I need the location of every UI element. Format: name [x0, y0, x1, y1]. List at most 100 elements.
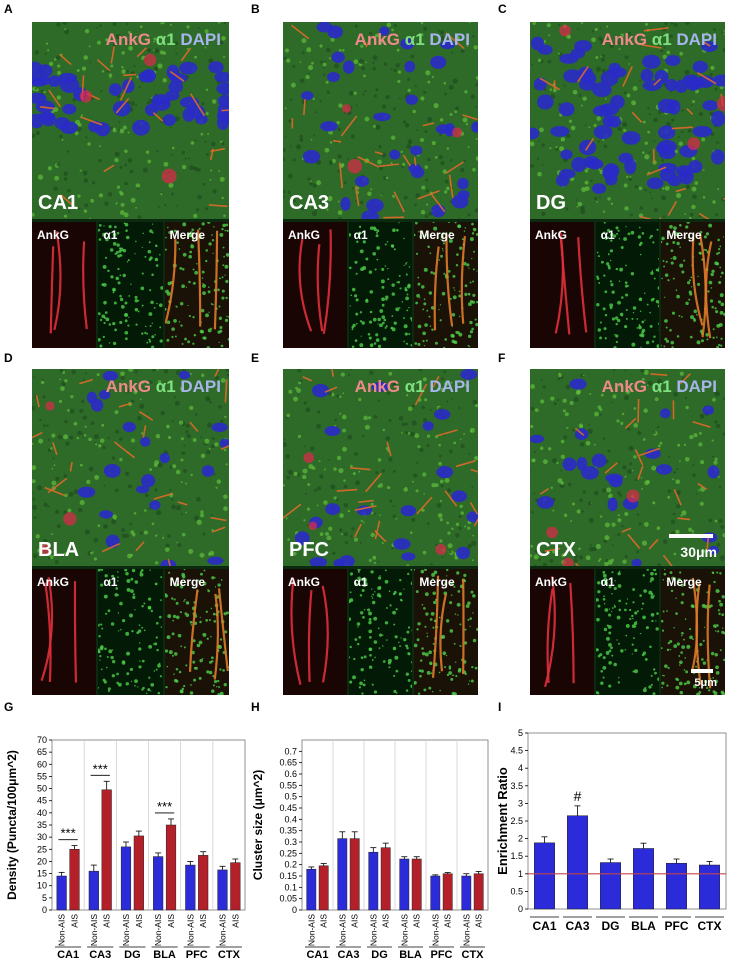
- y-axis-label: Cluster size (μm^2): [251, 770, 265, 880]
- subpanel-ankg: AnkG: [283, 569, 347, 695]
- bar: [567, 815, 588, 910]
- subpanel-merge: Merge: [164, 569, 229, 695]
- stain-a1-label: α1: [400, 30, 425, 49]
- y-tick-label: 0.7: [284, 746, 297, 756]
- y-tick-label: 20: [37, 856, 47, 866]
- bar-label: Non-AIS: [121, 914, 131, 946]
- group-label: CA1: [306, 949, 328, 961]
- category-label: PFC: [665, 919, 689, 933]
- bar-label: Non-AIS: [217, 914, 227, 946]
- y-tick-label: 0.6: [284, 769, 297, 779]
- bar-ais: [101, 789, 112, 911]
- category-label: CTX: [698, 919, 722, 933]
- subpanel-merge-label: Merge: [666, 228, 702, 242]
- bar-non-ais: [430, 875, 441, 911]
- y-tick-label: 0: [518, 904, 523, 914]
- micrograph-dg: AnkG α1 DAPI DG AnkG α1 Merge: [530, 22, 725, 348]
- y-tick-label: 65: [37, 747, 47, 757]
- inset-scale-bar-label: 5μm: [694, 677, 717, 689]
- panel-letter-c: C: [498, 2, 507, 16]
- subpanel-ankg: AnkG: [32, 222, 97, 348]
- y-tick-label: 35: [37, 820, 47, 830]
- stain-ankg-label: AnkG: [105, 377, 152, 396]
- scale-bar-label: 30μm: [680, 544, 717, 560]
- y-axis-label: Enrichment Ratio: [495, 767, 510, 875]
- bar: [666, 862, 687, 910]
- bar-label: AIS: [134, 914, 144, 928]
- stain-dapi-label: DAPI: [175, 30, 221, 49]
- bar-label: Non-AIS: [153, 914, 163, 946]
- bar-non-ais: [120, 846, 132, 911]
- bar-label: AIS: [166, 914, 176, 928]
- bar-ais: [442, 873, 453, 911]
- category-label: BLA: [631, 919, 656, 933]
- y-tick-label: 0: [292, 905, 297, 915]
- y-axis-label: Density (Puncta/100μm^2): [5, 750, 19, 900]
- bar-label: AIS: [443, 914, 453, 928]
- main-image: AnkG α1 DAPI CA1: [32, 22, 229, 220]
- y-tick-label: 0.45: [279, 803, 297, 813]
- bar-ais: [349, 838, 360, 911]
- stain-dapi-label: DAPI: [671, 30, 717, 49]
- y-tick-label: 2.5: [510, 816, 523, 826]
- y-tick-label: 0.15: [279, 871, 297, 881]
- bar-ais: [69, 849, 80, 911]
- bar-ais: [230, 862, 241, 911]
- subpanel-ankg-label: AnkG: [288, 228, 321, 242]
- subpanel-a1: α1: [595, 569, 660, 695]
- y-tick-label: 0.35: [279, 826, 297, 836]
- bar-label: Non-AIS: [89, 914, 99, 946]
- main-image: AnkG α1 DAPI BLA: [32, 369, 229, 585]
- y-tick-label: 30: [37, 832, 47, 842]
- bar: [633, 848, 654, 910]
- panel-letter-f: F: [498, 351, 506, 365]
- bar-label: AIS: [102, 914, 112, 928]
- y-tick-label: 1: [518, 869, 523, 879]
- region-label: PFC: [289, 539, 329, 561]
- stain-a1-label: α1: [151, 30, 176, 49]
- y-tick-label: 3: [518, 798, 523, 808]
- subpanel-a1-label: α1: [353, 228, 368, 242]
- y-tick-label: 0.4: [284, 814, 297, 824]
- chart-density: 0 5 10 15 20 25 30 35 40 45 50 55 60 65 70 Density (Pun…: [5, 735, 246, 961]
- significance-label: ***: [60, 826, 75, 841]
- bar-non-ais: [461, 875, 472, 911]
- subpanel-merge: Merge: [661, 569, 725, 695]
- y-tick-label: 60: [37, 759, 47, 769]
- bar-label: Non-AIS: [461, 914, 471, 946]
- y-tick-label: 0.25: [279, 848, 297, 858]
- region-label: CTX: [536, 539, 576, 561]
- subpanel-a1-label: α1: [103, 575, 118, 589]
- bar-ais: [165, 824, 177, 911]
- stain-ankg-label: AnkG: [601, 30, 648, 49]
- stain-ankg-label: AnkG: [601, 377, 648, 396]
- y-tick-label: 1.5: [510, 851, 523, 861]
- panel-letter-d: D: [4, 351, 13, 365]
- bar-label: Non-AIS: [306, 914, 316, 946]
- y-tick-label: 0.2: [284, 860, 297, 870]
- subpanel-merge-label: Merge: [419, 228, 455, 242]
- y-tick-label: 0.1: [284, 882, 297, 892]
- subpanel-ankg-label: AnkG: [37, 575, 70, 589]
- bar-ais: [133, 835, 144, 911]
- stain-ankg-label: AnkG: [105, 30, 152, 49]
- group-label: BLA: [153, 949, 176, 961]
- y-tick-label: 15: [37, 869, 47, 879]
- stain-legend: AnkG α1 DAPI: [602, 30, 717, 50]
- category-label: CA3: [565, 919, 589, 933]
- bar-non-ais: [88, 870, 99, 911]
- group-label: CA3: [337, 949, 359, 961]
- subpanel-ankg-label: AnkG: [535, 575, 568, 589]
- y-tick-label: 45: [37, 796, 47, 806]
- y-tick-label: 4.5: [510, 746, 523, 756]
- bar-label: Non-AIS: [368, 914, 378, 946]
- y-tick-label: 70: [37, 735, 47, 745]
- subpanel-merge: Merge: [414, 222, 478, 348]
- micrograph-ctx: AnkG α1 DAPI CTX 30μm AnkG α1 Merge 5μm: [530, 369, 725, 695]
- bar-non-ais: [56, 875, 67, 911]
- stain-a1-label: α1: [400, 377, 425, 396]
- bar-label: Non-AIS: [57, 914, 67, 946]
- stain-legend: AnkG α1 DAPI: [355, 30, 470, 50]
- main-image: AnkG α1 DAPI CA3: [283, 22, 478, 223]
- region-label: DG: [536, 192, 566, 214]
